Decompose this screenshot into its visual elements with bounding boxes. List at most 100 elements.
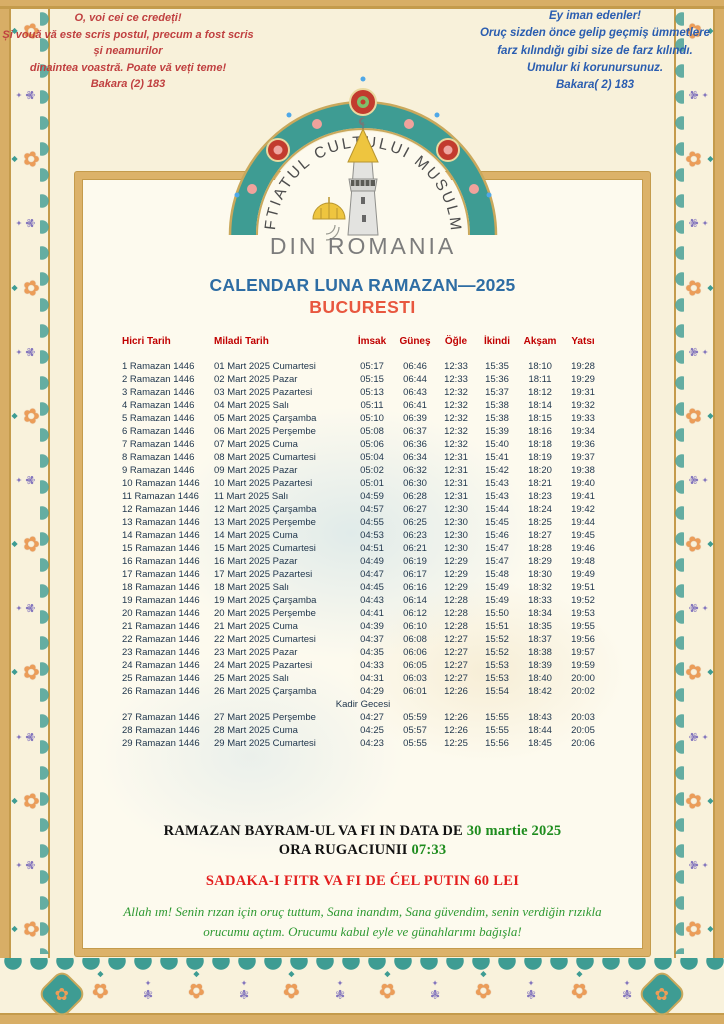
calendar-title: CALENDAR LUNA RAMAZAN—2025 — [209, 275, 516, 295]
table-cell: 04:53 — [360, 530, 384, 541]
city-title: BUCURESTI — [309, 297, 416, 317]
table-cell: 6 Ramazan 1446 — [122, 426, 195, 437]
bottom-border-motifs: ✿ ◆ ✾ ✦ ✿ ◆ ✾ ✦ ✿ ◆ ✾ ✦ ✿ ◆ ✾ ✦ ✿ ◆ ✾ ✦ ✿ ◆ ✾ ✦ — [92, 970, 632, 1001]
table-cell: 19:28 — [571, 361, 595, 372]
table-cell: 12:29 — [444, 582, 468, 593]
ora-text: ORA RUGACIUNII — [278, 842, 412, 859]
table-cell: 19:38 — [571, 465, 595, 476]
column-header: Güneş — [399, 336, 431, 347]
table-cell: 27 Mart 2025 Perşembe — [214, 712, 316, 723]
table-row: 22 Ramazan 1446 22 Mart 2025 Cumartesi 04:… — [122, 633, 604, 646]
flower-motif-icon: ✿ ◆ — [570, 970, 588, 1001]
quote-line: și neamurilor — [93, 45, 163, 57]
table-cell: 15:43 — [485, 491, 509, 502]
table-cell: 1 Ramazan 1446 — [122, 361, 195, 372]
table-cell: 05:57 — [403, 725, 427, 736]
table-cell: 04:31 — [360, 673, 384, 684]
table-cell: 7 Ramazan 1446 — [122, 439, 195, 450]
table-cell: 12:30 — [444, 530, 468, 541]
table-cell: 24 Ramazan 1446 — [122, 660, 200, 671]
footer-announcements: RAMAZAN BAYRAM-UL VA FI IN DATA DE 30 ma… — [82, 822, 643, 941]
table-cell: 18:27 — [528, 530, 552, 541]
table-cell: 19:31 — [571, 387, 595, 398]
table-cell: 12:32 — [444, 426, 468, 437]
table-cell: 19:29 — [571, 374, 595, 385]
table-cell: 18:28 — [528, 543, 552, 554]
table-cell: 15:45 — [485, 517, 509, 528]
table-cell: 04:29 — [360, 686, 384, 697]
table-cell: 11 Mart 2025 Salı — [214, 491, 289, 502]
table-cell: 17 Mart 2025 Pazartesi — [214, 569, 313, 580]
table-row: 20 Ramazan 1446 20 Mart 2025 Perşembe 04:4… — [122, 607, 604, 620]
column-header: Öğle — [444, 336, 468, 347]
table-cell: 03 Mart 2025 Pazartesi — [214, 387, 313, 398]
table-cell: 12:29 — [444, 556, 468, 567]
bud-motif-icon: ✾ ✦ — [687, 346, 710, 357]
table-row: 10 Ramazan 1446 10 Mart 2025 Pazartesi 05:… — [122, 477, 604, 490]
table-cell: 12:30 — [444, 543, 468, 554]
table-cell: 19:42 — [571, 504, 595, 515]
flower-motif-icon: ✿ ◆ — [682, 920, 714, 938]
table-cell: 15 Mart 2025 Cumartesi — [214, 543, 316, 554]
table-cell: 18:38 — [528, 647, 552, 658]
table-cell: 15:39 — [485, 426, 509, 437]
table-cell: 20:05 — [571, 725, 595, 736]
table-cell: 15 Ramazan 1446 — [122, 543, 200, 554]
quote-line: dinaintea voastră. Poate vă veți teme! — [29, 61, 227, 74]
table-cell: 13 Mart 2025 Perşembe — [214, 517, 316, 528]
table-cell: 06:21 — [403, 543, 427, 554]
table-cell: 2 Ramazan 1446 — [122, 374, 195, 385]
quote-line: Și vouă vă este scris postul, precum a f… — [2, 28, 254, 41]
table-row: 9 Ramazan 1446 09 Mart 2025 Pazar 05:02 06:… — [122, 464, 604, 477]
table-cell: 23 Mart 2025 Pazar — [214, 647, 298, 658]
table-row: 23 Ramazan 1446 23 Mart 2025 Pazar 04:35 06… — [122, 646, 604, 659]
ora-time: 07:33 — [411, 842, 447, 859]
table-cell: 12:31 — [444, 465, 468, 476]
table-row: 25 Ramazan 1446 25 Mart 2025 Salı 04:31 06:… — [122, 672, 604, 685]
table-cell: 15:53 — [485, 660, 509, 671]
table-cell: 15:49 — [485, 595, 509, 606]
flower-motif-icon: ✿ ◆ — [92, 970, 109, 1001]
table-cell: 18:29 — [528, 556, 552, 567]
table-cell: 18:40 — [528, 673, 552, 684]
table-cell: 18:18 — [528, 439, 552, 450]
bud-motif-icon: ✾ ✦ — [14, 731, 37, 742]
table-cell: 5 Ramazan 1446 — [122, 413, 195, 424]
frame-top-band — [0, 0, 724, 9]
table-cell: 19:55 — [571, 621, 595, 632]
table-cell: 15:35 — [485, 361, 509, 372]
table-cell: 18:15 — [528, 413, 552, 424]
bayram-date: 30 martie 2025 — [466, 822, 562, 839]
table-cell: 06:03 — [403, 673, 427, 684]
table-cell: 14 Ramazan 1446 — [122, 530, 200, 541]
table-cell: 04:47 — [360, 569, 384, 580]
table-cell: 19:44 — [571, 517, 595, 528]
table-cell: 24 Mart 2025 Pazartesi — [214, 660, 313, 671]
table-cell: 16 Mart 2025 Pazar — [214, 556, 298, 567]
table-cell: 18:20 — [528, 465, 552, 476]
table-cell: 04:49 — [360, 556, 384, 567]
flower-motif-icon: ✿ ◆ — [474, 970, 492, 1001]
table-cell: 13 Ramazan 1446 — [122, 517, 200, 528]
bud-motif-icon: ✾ ✦ — [14, 859, 37, 870]
table-cell: 19:32 — [571, 400, 595, 411]
table-cell: 19:40 — [571, 478, 595, 489]
table-cell: 19 Ramazan 1446 — [122, 595, 200, 606]
bud-motif-icon: ✾ ✦ — [334, 978, 345, 1001]
table-cell: 10 Mart 2025 Pazartesi — [214, 478, 313, 489]
table-cell: 10 Ramazan 1446 — [122, 478, 200, 489]
table-cell: 18:24 — [528, 504, 552, 515]
table-cell: 06:36 — [403, 439, 427, 450]
bud-motif-icon: ✾ ✦ — [14, 474, 37, 486]
table-cell: 18:21 — [528, 478, 552, 489]
frame-bottom-band: ✿ ◆ ✾ ✦ ✿ ◆ ✾ ✦ ✿ ◆ ✾ ✦ ✿ ◆ ✾ ✦ ✿ ◆ ✾ ✦ ✿ ◆ ✾ ✦ — [0, 958, 724, 1024]
flower-motif-icon: ✿ ◆ — [682, 664, 714, 681]
table-row: 7 Ramazan 1446 07 Mart 2025 Cuma 05:06 06:3… — [122, 438, 604, 451]
table-cell: 12:33 — [444, 374, 468, 385]
table-cell: 18:11 — [528, 374, 552, 385]
table-cell: 19:36 — [571, 439, 595, 450]
bud-motif-icon: ✾ ✦ — [687, 218, 710, 229]
flower-motif-icon: ✿ ◆ — [682, 150, 714, 168]
table-cell: 06:46 — [403, 361, 427, 372]
table-row: 13 Ramazan 1446 13 Mart 2025 Perşembe 04:5… — [122, 516, 604, 529]
